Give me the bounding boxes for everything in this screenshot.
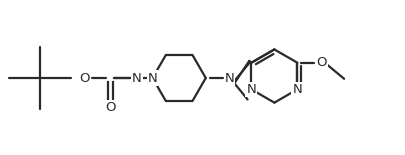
Text: N: N [148, 71, 158, 84]
Text: N: N [132, 71, 141, 84]
Text: O: O [79, 71, 90, 84]
Text: N: N [247, 83, 256, 96]
Text: N: N [292, 83, 302, 96]
Text: N: N [225, 71, 234, 84]
Text: O: O [105, 101, 115, 114]
Text: O: O [316, 56, 326, 69]
